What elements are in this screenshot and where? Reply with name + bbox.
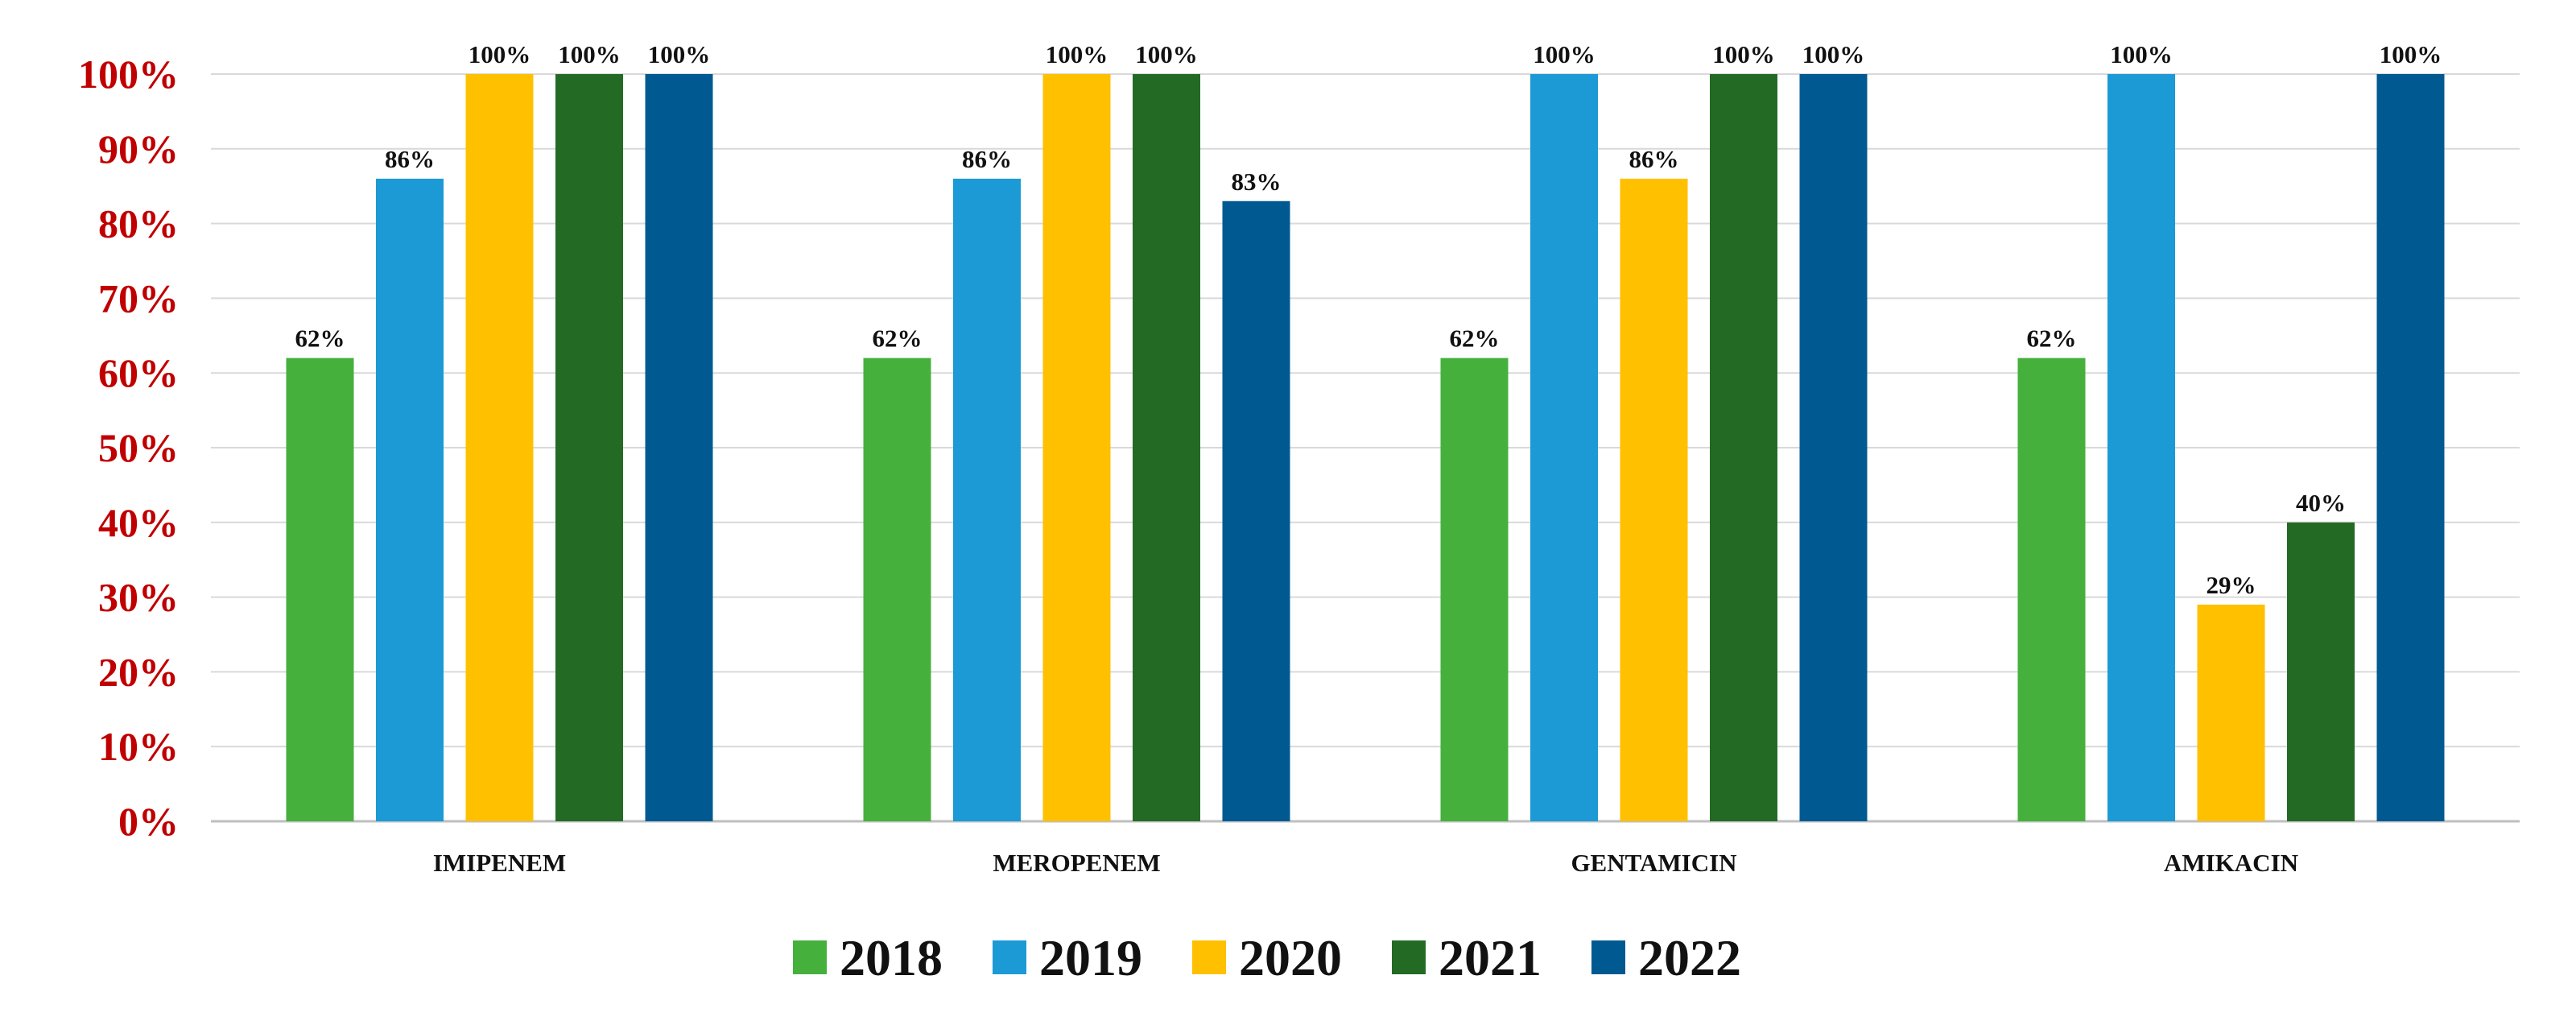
bar-2021-meropenem (1133, 74, 1200, 821)
y-tick-label: 0% (118, 799, 179, 844)
data-label: 86% (962, 145, 1012, 173)
x-axis: IMIPENEM MEROPENEM GENTAMICIN AMIKACIN (433, 849, 2298, 877)
x-tick-label: AMIKACIN (2164, 849, 2298, 877)
y-tick-label: 50% (98, 425, 179, 470)
data-label: 100% (1135, 40, 1198, 68)
y-tick-label: 10% (98, 724, 179, 769)
bar-2020-meropenem (1042, 74, 1111, 821)
bar-2019-meropenem (953, 178, 1021, 822)
data-label: 100% (558, 40, 621, 68)
y-tick-label: 40% (98, 500, 179, 545)
legend-label-2021: 2021 (1439, 929, 1542, 986)
legend-label-2020: 2020 (1239, 929, 1342, 986)
legend-swatch-2022 (1591, 940, 1625, 974)
legend-swatch-2021 (1392, 940, 1426, 974)
data-label: 100% (1046, 40, 1108, 68)
legend-swatch-2019 (993, 940, 1026, 974)
y-axis: 0% 10% 20% 30% 40% 50% 60% 70% 80% 90% 100% (78, 52, 179, 844)
bar-2022-imipenem (645, 74, 713, 821)
bar-2020-amikacin (2197, 604, 2265, 821)
data-label: 100% (2380, 40, 2442, 68)
bars: 62% 86% 100% 100% 100% 62% 86% 100% 100% 83% 62% 10… (286, 40, 2445, 822)
bar-2020-imipenem (465, 74, 534, 821)
y-tick-label: 30% (98, 575, 179, 620)
legend-swatch-2020 (1192, 940, 1226, 974)
data-label: 100% (2110, 40, 2173, 68)
data-label: 86% (385, 145, 435, 173)
bar-2020-gentamicin (1620, 178, 1688, 822)
data-label: 62% (2027, 324, 2077, 353)
data-label: 100% (1712, 40, 1775, 68)
bar-2018-gentamicin (1440, 358, 1509, 821)
legend-label-2022: 2022 (1638, 929, 1741, 986)
y-tick-label: 100% (78, 52, 179, 97)
y-tick-label: 20% (98, 649, 179, 694)
y-tick-label: 70% (98, 275, 179, 320)
x-tick-label: GENTAMICIN (1571, 849, 1736, 877)
data-label: 100% (469, 40, 531, 68)
legend: 2018 2019 2020 2021 2022 (793, 929, 1741, 986)
data-label: 62% (295, 324, 345, 353)
bar-2018-imipenem (286, 358, 354, 821)
legend-label-2018: 2018 (840, 929, 943, 986)
x-tick-label: MEROPENEM (993, 849, 1160, 877)
bar-2021-amikacin (2287, 522, 2355, 821)
legend-label-2019: 2019 (1039, 929, 1142, 986)
bar-2022-amikacin (2376, 74, 2445, 821)
data-label: 86% (1629, 145, 1679, 173)
bar-2018-amikacin (2017, 358, 2086, 821)
y-tick-label: 90% (98, 126, 179, 172)
y-tick-label: 60% (98, 350, 179, 395)
bar-2022-meropenem (1222, 200, 1290, 821)
bar-2018-meropenem (863, 358, 931, 821)
bar-2021-imipenem (555, 74, 623, 821)
data-label: 100% (1533, 40, 1596, 68)
x-tick-label: IMIPENEM (433, 849, 566, 877)
data-label: 29% (2207, 571, 2256, 599)
data-label: 100% (648, 40, 711, 68)
bar-2019-amikacin (2107, 74, 2175, 821)
bar-2019-gentamicin (1530, 74, 1598, 821)
data-label: 83% (1232, 167, 1282, 196)
data-label: 62% (873, 324, 923, 353)
bar-2021-gentamicin (1710, 74, 1777, 821)
y-tick-label: 80% (98, 201, 179, 246)
bar-2019-imipenem (376, 178, 444, 822)
data-label: 40% (2296, 489, 2346, 517)
data-label: 62% (1450, 324, 1500, 353)
data-label: 100% (1802, 40, 1865, 68)
bar-2022-gentamicin (1799, 74, 1868, 821)
legend-swatch-2018 (793, 940, 827, 974)
